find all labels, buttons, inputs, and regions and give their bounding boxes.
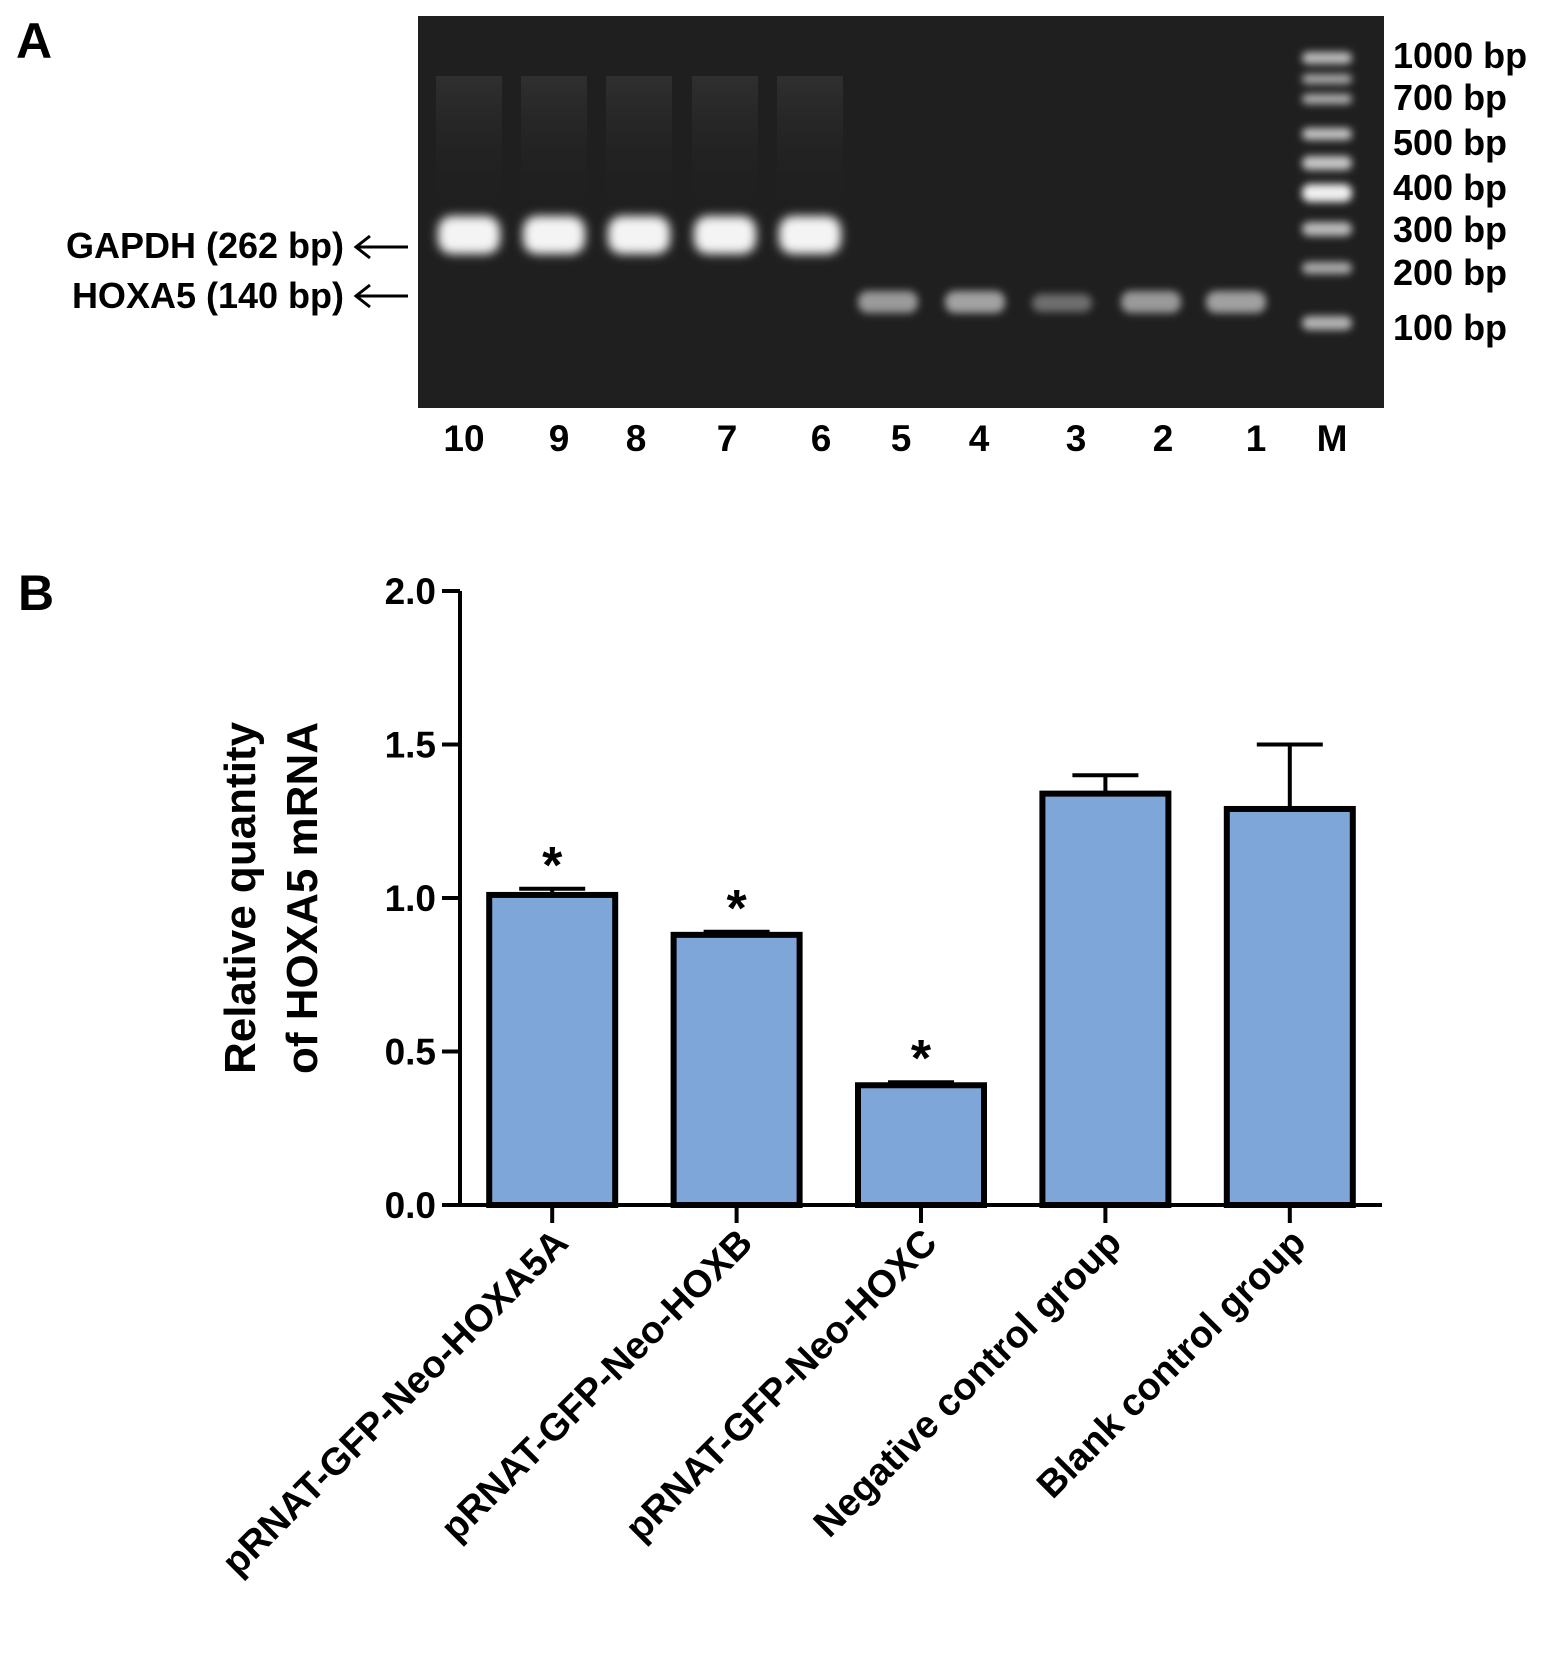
- hoxa5-band-lane-1: [1206, 291, 1266, 313]
- y-tick-label: 1.5: [385, 725, 436, 766]
- significance-mark: *: [911, 1030, 932, 1088]
- lane-number: 10: [443, 418, 485, 459]
- hoxa5-band-label: HOXA5 (140 bp): [71, 275, 344, 316]
- hoxa5-band-lane-3: [1032, 294, 1092, 312]
- y-tick-label: 1.0: [385, 878, 436, 919]
- marker-label-700: 700 bp: [1393, 77, 1508, 118]
- gapdh-band-lane-7: [694, 216, 756, 254]
- lane-number: 2: [1152, 418, 1174, 459]
- hoxa5-band-lane-2: [1121, 291, 1181, 313]
- significance-mark: *: [542, 837, 563, 895]
- y-axis-label-line1: Relative quantity: [216, 721, 265, 1074]
- lane-number: 9: [548, 418, 570, 459]
- gapdh-band-lane-9: [523, 216, 585, 254]
- gel-image: [418, 16, 1384, 408]
- lane-number: M: [1316, 418, 1348, 459]
- gapdh-band-lane-6: [779, 216, 841, 254]
- y-tick-label: 0.0: [385, 1185, 436, 1226]
- x-tick-label: pRNAT-GFP-Neo-HOXB: [433, 1222, 761, 1550]
- bar: [1039, 790, 1172, 1208]
- bar: [486, 891, 619, 1208]
- hoxa5-band-lane-5: [858, 291, 918, 313]
- hoxa5-band-lane-4: [945, 291, 1005, 313]
- x-tick-label: Negative control group: [806, 1222, 1130, 1546]
- lane-number: 1: [1245, 418, 1267, 459]
- panel-b-label: B: [18, 565, 55, 621]
- gapdh-band-label: GAPDH (262 bp): [65, 225, 344, 266]
- gapdh-band-lane-10: [438, 216, 500, 254]
- marker-label-300: 300 bp: [1393, 209, 1508, 250]
- y-tick-label: 2.0: [385, 571, 436, 612]
- bar-chart: 0.0 0.5 1.0 1.5 2.0 Relative quantity of HOXA5…: [214, 571, 1382, 1584]
- marker-label-500: 500 bp: [1393, 122, 1508, 163]
- gapdh-band-lane-8: [608, 216, 670, 254]
- y-axis-label-line2: of HOXA5 mRNA: [278, 722, 327, 1074]
- marker-label-400: 400 bp: [1393, 167, 1508, 208]
- lane-number: 7: [716, 418, 738, 459]
- x-tick-label: pRNAT-GFP-Neo-HOXA5A: [214, 1222, 576, 1584]
- bar: [670, 931, 803, 1208]
- gapdh-arrow-icon: [353, 234, 408, 260]
- bar: [855, 1082, 987, 1209]
- y-tick-label: 0.5: [385, 1032, 436, 1073]
- marker-label-1000: 1000 bp: [1393, 35, 1528, 76]
- gel-bands: [436, 52, 1352, 330]
- bar: [1223, 805, 1356, 1208]
- marker-label-200: 200 bp: [1393, 252, 1508, 293]
- panel-a-label: A: [16, 13, 53, 69]
- significance-mark: *: [726, 880, 747, 938]
- x-tick-label: pRNAT-GFP-Neo-HOXC: [618, 1222, 946, 1550]
- marker-label-100: 100 bp: [1393, 307, 1508, 348]
- lane-number: 8: [625, 418, 647, 459]
- lane-number: 3: [1065, 418, 1087, 459]
- lane-number: 5: [890, 418, 912, 459]
- marker-ladder: [1302, 52, 1352, 330]
- lane-number: 6: [810, 418, 832, 459]
- hoxa5-arrow-icon: [353, 283, 408, 309]
- lane-number: 4: [968, 418, 990, 459]
